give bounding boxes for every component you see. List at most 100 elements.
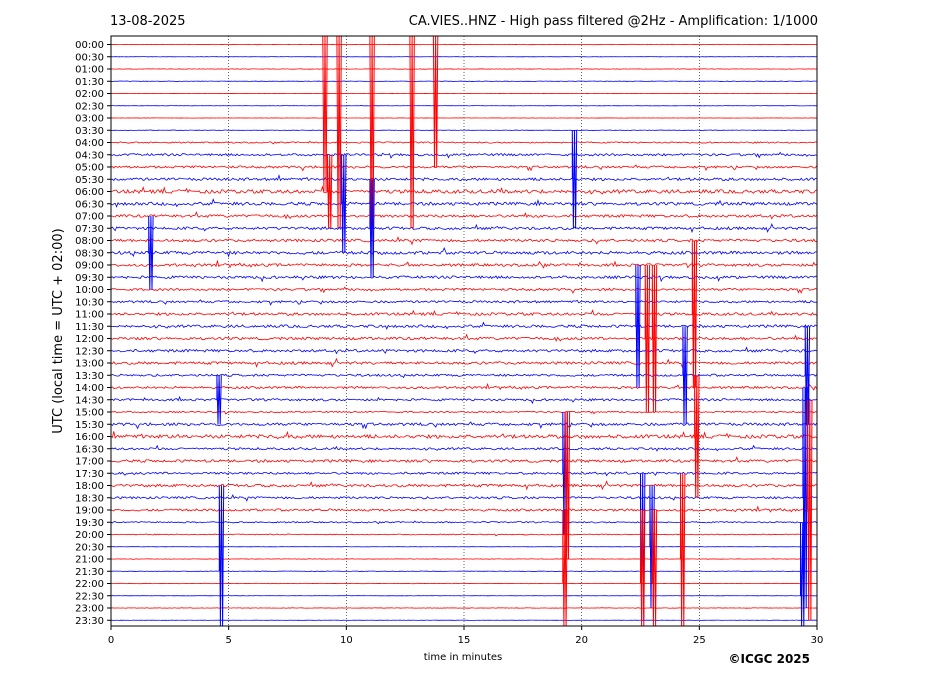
spike-mark (804, 326, 811, 425)
y-tick-label: 12:30 (75, 346, 104, 357)
trace-row (110, 236, 817, 246)
trace-row (110, 456, 817, 464)
y-tick-label: 02:00 (75, 89, 104, 100)
x-tick-label: 0 (108, 635, 114, 646)
y-tick-label: 09:00 (75, 261, 104, 272)
trace-row (110, 321, 817, 330)
trace-row (110, 211, 817, 220)
trace-row (110, 533, 817, 537)
trace-row (110, 607, 817, 609)
trace-row (110, 43, 817, 46)
y-tick-label: 03:00 (75, 114, 104, 125)
spike-mark (571, 130, 578, 229)
y-tick-label: 01:30 (75, 77, 104, 88)
y-tick-label: 23:00 (75, 604, 104, 615)
x-tick-label: 25 (693, 635, 706, 646)
trace-row (110, 299, 817, 306)
trace-row (110, 274, 817, 283)
x-tick-label: 20 (575, 635, 588, 646)
trace-row (110, 309, 817, 317)
y-tick-label: 21:00 (75, 555, 104, 566)
spike-mark (369, 179, 375, 278)
spike-mark (409, 35, 415, 229)
y-tick-label: 20:30 (75, 542, 104, 553)
trace-row (110, 520, 817, 525)
y-tick-label: 17:00 (75, 457, 104, 468)
y-tick-label: 08:30 (75, 248, 104, 259)
trace-row (110, 480, 817, 491)
trace-row (110, 430, 817, 440)
y-tick-label: 18:30 (75, 493, 104, 504)
trace-row (110, 173, 817, 182)
y-tick-label: 06:00 (75, 187, 104, 198)
y-tick-label: 12:00 (75, 334, 104, 345)
date-label: 13-08-2025 (110, 14, 186, 29)
y-tick-label: 19:00 (75, 506, 104, 517)
y-tick-label: 03:30 (75, 126, 104, 137)
spike-mark (564, 411, 571, 560)
y-tick-label: 04:00 (75, 138, 104, 149)
chart-title: CA.VIES..HNZ - High pass filtered @2Hz -… (409, 14, 818, 29)
trace-row (110, 444, 817, 452)
trace-row (110, 129, 817, 131)
x-tick-label: 15 (458, 635, 471, 646)
spike-mark (802, 387, 808, 609)
spike-mark (651, 264, 658, 413)
y-tick-label: 04:30 (75, 150, 104, 161)
y-tick-label: 21:30 (75, 567, 104, 578)
spike-mark (651, 509, 658, 627)
spike-mark (691, 240, 698, 388)
y-tick-label: 16:30 (75, 444, 104, 455)
trace-row (110, 140, 817, 145)
spike-mark (327, 154, 333, 229)
trace-row (110, 505, 817, 513)
trace-row (110, 185, 817, 195)
spike-mark (341, 154, 347, 253)
spike-mark (216, 375, 222, 425)
copyright-label: ©ICGC 2025 (728, 652, 810, 666)
trace-row (110, 151, 817, 159)
vertical-grid-lines (228, 36, 700, 626)
y-tick-label: 17:30 (75, 469, 104, 480)
spike-mark (800, 522, 806, 627)
y-tick-label: 22:30 (75, 591, 104, 602)
y-tick-label: 08:00 (75, 236, 104, 247)
trace-row (110, 471, 817, 477)
y-tick-label: 06:30 (75, 199, 104, 210)
spike-mark (640, 509, 646, 627)
spike-mark (148, 215, 154, 290)
spike-mark (694, 375, 700, 498)
y-tick-label: 19:30 (75, 518, 104, 529)
x-axis-ticks: 0 5 10 15 20 25 30 (108, 626, 823, 646)
trace-row (110, 333, 817, 342)
trace-row (110, 558, 817, 560)
y-tick-label: 01:00 (75, 65, 104, 76)
y-tick-label: 05:30 (75, 175, 104, 186)
y-tick-label: 11:00 (75, 310, 104, 321)
y-tick-label: 02:30 (75, 101, 104, 112)
x-tick-label: 10 (340, 635, 353, 646)
x-axis-label: time in minutes (424, 652, 503, 663)
y-tick-label: 11:30 (75, 322, 104, 333)
y-tick-label: 23:30 (75, 616, 104, 627)
y-tick-label: 22:00 (75, 579, 104, 590)
y-tick-label: 20:00 (75, 530, 104, 541)
y-tick-label: 14:00 (75, 383, 104, 394)
y-tick-label: 15:00 (75, 408, 104, 419)
trace-row (110, 164, 817, 172)
trace-row (110, 421, 817, 430)
spike-mark (562, 509, 568, 627)
trace-row (110, 494, 817, 502)
spike-mark (369, 35, 375, 229)
trace-row (110, 259, 817, 269)
trace-row (110, 198, 817, 208)
trace-row (110, 373, 817, 379)
y-tick-label: 00:30 (75, 52, 104, 63)
trace-rows (110, 35, 817, 627)
trace-row (110, 357, 817, 368)
trace-row (110, 410, 817, 415)
y-tick-label: 16:00 (75, 432, 104, 443)
y-tick-label: 18:00 (75, 481, 104, 492)
